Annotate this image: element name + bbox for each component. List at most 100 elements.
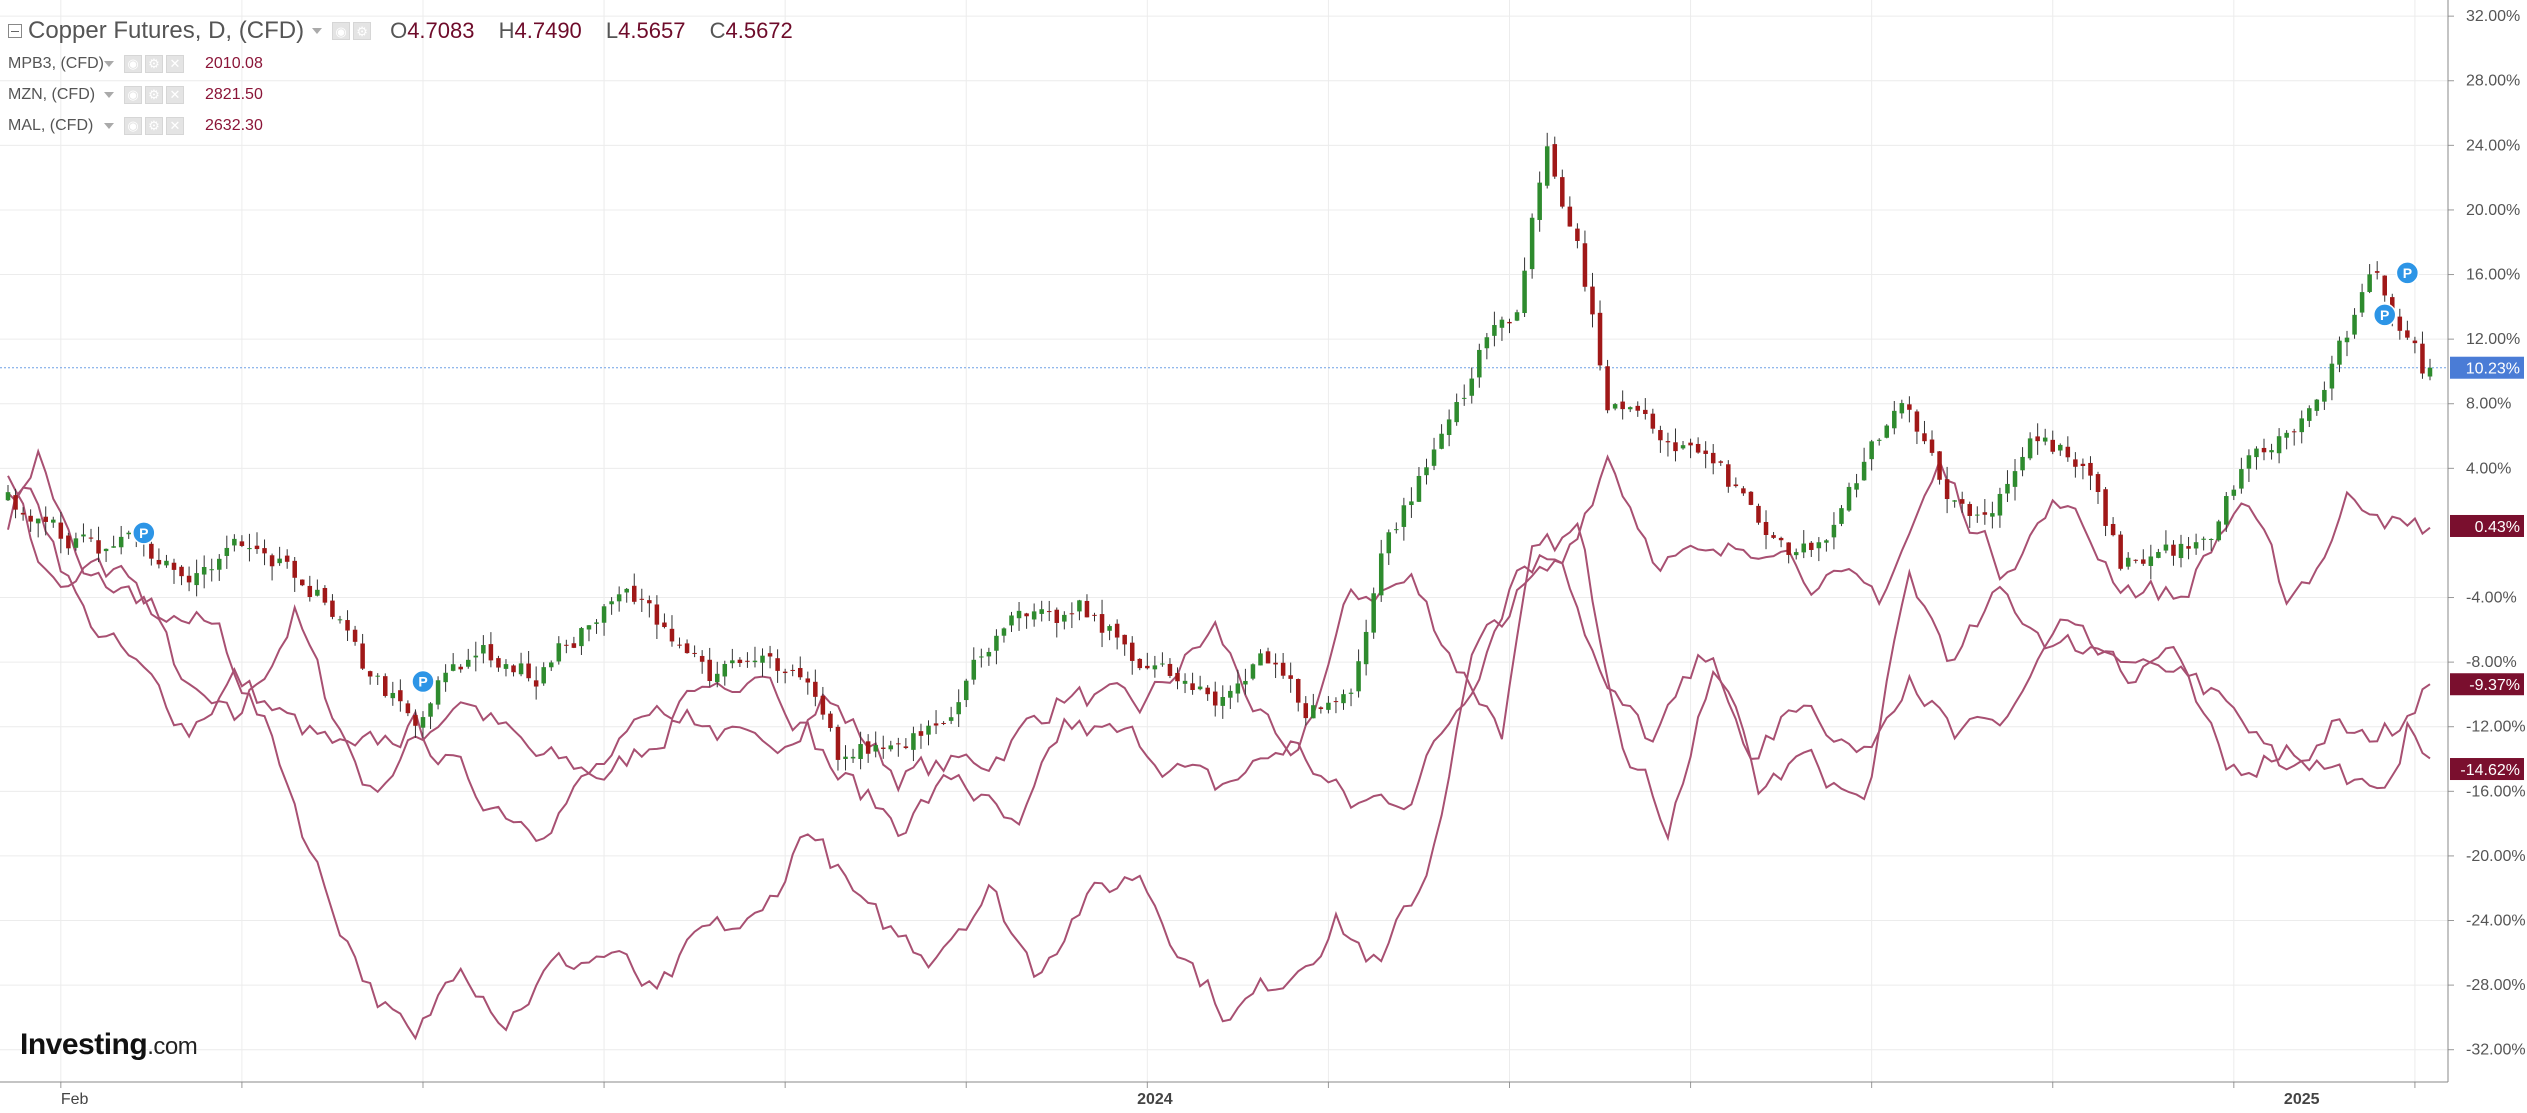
candle-body xyxy=(1771,535,1776,538)
candle-body xyxy=(1461,397,1467,399)
gear-icon[interactable]: ⚙ xyxy=(145,116,163,135)
candlesticks xyxy=(5,132,2433,771)
chevron-down-icon[interactable] xyxy=(312,28,323,34)
candle-body xyxy=(428,703,433,717)
candle-body xyxy=(2118,534,2123,569)
close-value: 4.5672 xyxy=(725,18,793,43)
candle-body xyxy=(1001,628,1007,636)
candle-body xyxy=(745,660,750,662)
candle-body xyxy=(1145,665,1150,669)
candle-body xyxy=(2178,543,2184,559)
candle-body xyxy=(1824,540,1829,543)
candle-body xyxy=(405,703,411,714)
candle-body xyxy=(1348,692,1354,694)
candle-body xyxy=(2382,275,2387,296)
candle-body xyxy=(2163,544,2169,551)
candle-body xyxy=(714,673,720,683)
candle-body xyxy=(5,492,11,501)
investing-logo: Investing.com xyxy=(20,1028,198,1062)
candle-body xyxy=(2322,389,2327,402)
candle-body xyxy=(2095,474,2101,492)
candle-body xyxy=(1952,500,1957,502)
candle-body xyxy=(511,665,516,673)
candle-body xyxy=(1522,270,1527,314)
main-symbol-label[interactable]: Copper Futures, D, (CFD) xyxy=(28,17,305,44)
candle-body xyxy=(2344,337,2350,343)
close-icon[interactable]: ✕ xyxy=(166,116,184,135)
collapse-legend-icon[interactable] xyxy=(8,24,22,38)
price-badge xyxy=(2450,356,2524,379)
y-tick-label: -32.00% xyxy=(2466,1042,2526,1059)
candle-body xyxy=(277,558,282,564)
y-tick-label: -8.00% xyxy=(2466,654,2517,671)
visibility-icon[interactable]: ◉ xyxy=(124,116,142,135)
candle-body xyxy=(1922,433,1927,442)
candle-body xyxy=(609,601,614,605)
candle-body xyxy=(390,692,396,699)
candle-body xyxy=(1212,691,1218,706)
mal-value: 2632.30 xyxy=(205,116,263,134)
candle-body xyxy=(1597,312,1603,366)
mpb3-symbol-label[interactable]: MPB3, (CFD) xyxy=(8,54,104,72)
candle-body xyxy=(1507,321,1512,324)
candle-body xyxy=(345,620,350,631)
candle-body xyxy=(1793,552,1799,556)
candle-body xyxy=(1220,697,1226,706)
gear-icon[interactable]: ⚙ xyxy=(145,54,163,73)
close-icon[interactable]: ✕ xyxy=(166,85,184,104)
visibility-icon[interactable]: ◉ xyxy=(332,22,351,40)
candle-body xyxy=(232,538,237,546)
candle-body xyxy=(1341,694,1346,704)
candle-body xyxy=(616,594,622,602)
candle-body xyxy=(1250,664,1256,679)
candle-body xyxy=(1499,319,1505,328)
mzn-symbol-label[interactable]: MZN, (CFD) xyxy=(8,85,96,103)
candle-body xyxy=(1816,542,1822,549)
candle-body xyxy=(601,606,607,623)
gear-icon[interactable]: ⚙ xyxy=(145,85,163,104)
close-label: C xyxy=(709,18,726,43)
candle-body xyxy=(43,516,48,522)
candle-body xyxy=(1378,553,1384,596)
candle-body xyxy=(1590,286,1595,315)
close-icon[interactable]: ✕ xyxy=(166,54,184,73)
candle-body xyxy=(1167,663,1173,676)
y-tick-label: -16.00% xyxy=(2466,783,2526,800)
price-badge xyxy=(2450,514,2524,537)
candle-body xyxy=(1892,410,1897,429)
candle-body xyxy=(481,645,486,654)
chevron-down-icon[interactable] xyxy=(104,91,114,98)
candle-body xyxy=(1944,479,1950,500)
candle-body xyxy=(1311,705,1316,719)
candle-body xyxy=(1084,600,1090,618)
candle-body xyxy=(1726,464,1731,487)
visibility-icon[interactable]: ◉ xyxy=(124,85,142,104)
chevron-down-icon[interactable] xyxy=(104,60,114,67)
candle-body xyxy=(2005,483,2010,494)
candle-body xyxy=(941,722,946,724)
candle-body xyxy=(850,756,856,759)
candle-body xyxy=(1280,662,1286,676)
candle-body xyxy=(2042,437,2048,442)
y-tick-label: 8.00% xyxy=(2466,396,2511,413)
candle-body xyxy=(1356,661,1361,692)
gear-icon[interactable]: ⚙ xyxy=(353,22,372,40)
candle-body xyxy=(948,717,954,721)
candle-body xyxy=(224,547,230,556)
candle-body xyxy=(1786,542,1791,555)
candle-body xyxy=(579,628,584,647)
tick-labels: 32.00% 28.00% 24.00% 20.00% 16.00% 12.00% 8.00… xyxy=(61,8,2526,1108)
mal-symbol-label[interactable]: MAL, (CFD) xyxy=(8,116,94,134)
high-value: 4.7490 xyxy=(514,18,582,43)
candle-body xyxy=(2246,455,2252,469)
visibility-icon[interactable]: ◉ xyxy=(124,54,142,73)
candle-body xyxy=(1333,701,1339,703)
candle-body xyxy=(2065,446,2071,458)
candle-body xyxy=(2276,436,2282,454)
candle-body xyxy=(2352,314,2357,335)
chevron-down-icon[interactable] xyxy=(104,122,114,129)
candle-body xyxy=(209,569,214,571)
candle-body xyxy=(1778,537,1784,541)
